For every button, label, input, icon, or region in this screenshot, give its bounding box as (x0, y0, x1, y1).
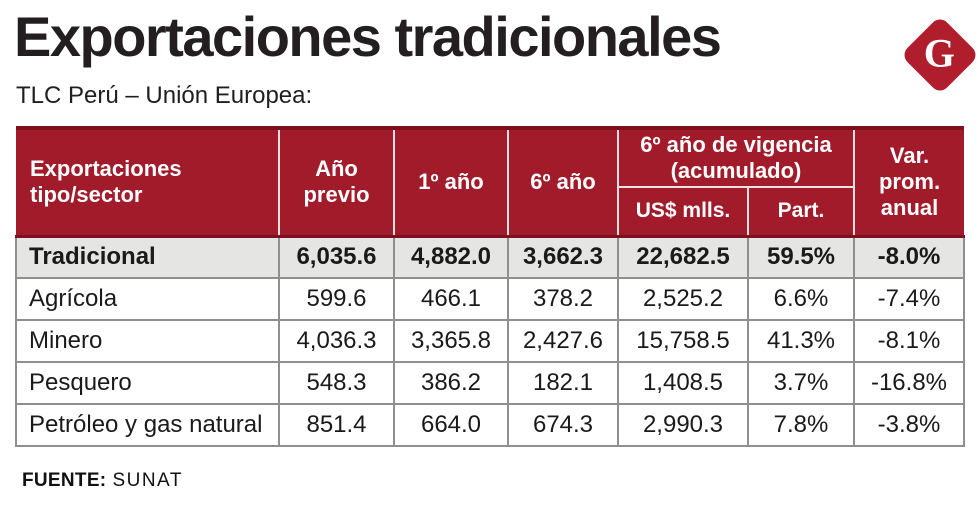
cell-year6: 378.2 (507, 277, 619, 321)
cell-part: 41.3% (747, 319, 855, 363)
cell-acumulado: 2,990.3 (617, 403, 749, 447)
cell-acumulado: 2,525.2 (617, 277, 749, 321)
cell-var: -8.1% (853, 319, 965, 363)
page-subtitle: TLC Perú – Unión Europea: (16, 82, 313, 109)
table-row-agricola: Agrícola 599.6 466.1 378.2 2,525.2 6.6% … (15, 277, 965, 321)
table-row-tradicional: Tradicional 6,035.6 4,882.0 3,662.3 22,6… (15, 236, 965, 279)
cell-var: -16.8% (853, 361, 965, 405)
cell-prev-year: 599.6 (278, 277, 395, 321)
cell-prev-year: 548.3 (278, 361, 395, 405)
header-part: Part. (748, 187, 855, 238)
cell-year1: 4,882.0 (393, 236, 509, 279)
logo-letter: G (924, 30, 956, 76)
cell-part: 6.6% (747, 277, 855, 321)
table-body: Tradicional 6,035.6 4,882.0 3,662.3 22,6… (15, 236, 965, 447)
cell-year6: 674.3 (507, 403, 619, 447)
cell-acumulado: 1,408.5 (617, 361, 749, 405)
cell-year1: 466.1 (393, 277, 509, 321)
cell-prev-year: 4,036.3 (278, 319, 395, 363)
cell-acumulado: 22,682.5 (617, 236, 749, 279)
gestion-diamond-logo-icon: G (900, 15, 980, 95)
source-line: FUENTE: SUNAT (22, 470, 183, 492)
header-sector: Exportaciones tipo/sector (16, 126, 280, 238)
source-value: SUNAT (112, 470, 183, 491)
cell-year1: 3,365.8 (393, 319, 509, 363)
cell-var: -3.8% (853, 403, 965, 447)
cell-sector: Petróleo y gas natural (15, 403, 280, 447)
cell-part: 59.5% (747, 236, 855, 279)
table-row-pesquero: Pesquero 548.3 386.2 182.1 1,408.5 3.7% … (15, 361, 965, 405)
table-row-minero: Minero 4,036.3 3,365.8 2,427.6 15,758.5 … (15, 319, 965, 363)
cell-prev-year: 6,035.6 (278, 236, 395, 279)
source-label: FUENTE: (22, 470, 107, 491)
page-title: Exportaciones tradicionales (14, 5, 722, 68)
header-group-acumulado: 6º año de vigencia (acumulado) (618, 126, 855, 188)
cell-sector: Tradicional (15, 236, 280, 279)
cell-prev-year: 851.4 (278, 403, 395, 447)
header-year6: 6º año (508, 126, 619, 238)
cell-year1: 386.2 (393, 361, 509, 405)
cell-year6: 182.1 (507, 361, 619, 405)
cell-sector: Minero (15, 319, 280, 363)
exports-table: Exportaciones tipo/sector Año previo 1º … (15, 126, 965, 447)
cell-part: 7.8% (747, 403, 855, 447)
table-header: Exportaciones tipo/sector Año previo 1º … (16, 126, 964, 238)
header-usd-mlls: US$ mlls. (618, 187, 749, 238)
cell-acumulado: 15,758.5 (617, 319, 749, 363)
cell-sector: Pesquero (15, 361, 280, 405)
cell-part: 3.7% (747, 361, 855, 405)
cell-year6: 2,427.6 (507, 319, 619, 363)
cell-sector: Agrícola (15, 277, 280, 321)
cell-var: -7.4% (853, 277, 965, 321)
cell-year1: 664.0 (393, 403, 509, 447)
header-year1: 1º año (394, 126, 509, 238)
header-prev-year: Año previo (279, 126, 395, 238)
header-var-prom-anual: Var. prom. anual (854, 126, 964, 238)
cell-year6: 3,662.3 (507, 236, 619, 279)
cell-var: -8.0% (853, 236, 965, 279)
table-row-petroleo-gas: Petróleo y gas natural 851.4 664.0 674.3… (15, 403, 965, 447)
